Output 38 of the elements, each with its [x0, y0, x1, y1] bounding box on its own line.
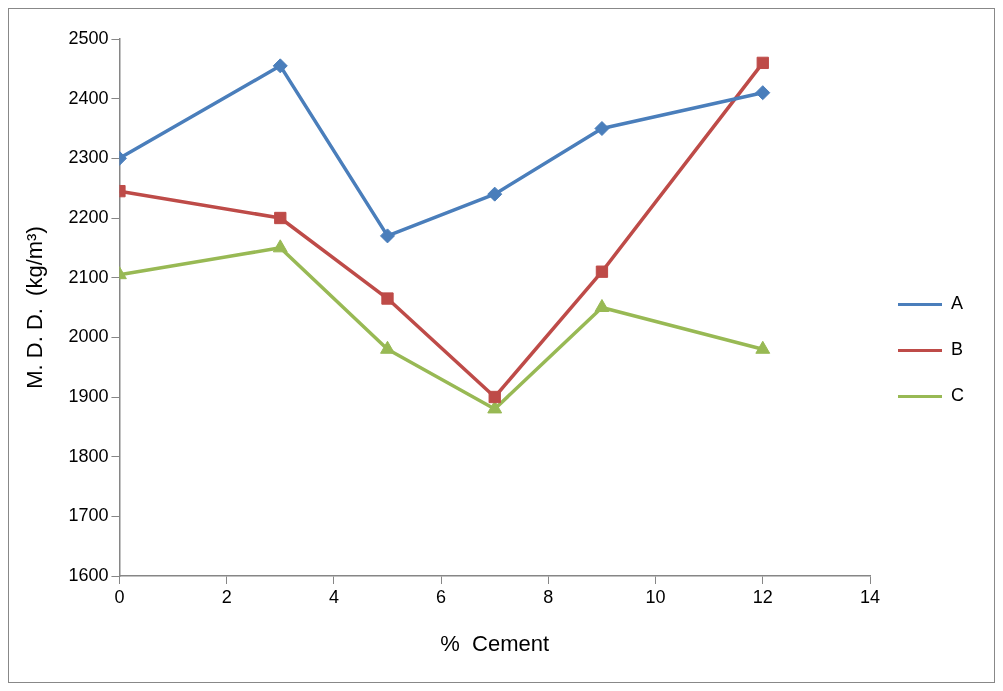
point [487, 186, 503, 202]
point [594, 121, 610, 136]
y-tick-label: 2100 [68, 266, 109, 287]
point [755, 340, 771, 354]
point [380, 228, 395, 244]
y-tick-label: 2300 [68, 147, 109, 168]
legend-label: B [951, 339, 964, 360]
x-tick-label: 6 [436, 586, 447, 607]
y-tick-label: 2400 [68, 87, 109, 108]
x-axis-title: % Cement [440, 630, 550, 656]
point [756, 56, 769, 70]
point [272, 58, 288, 74]
y-tick-label: 2000 [68, 326, 109, 347]
x-tick-label: 8 [543, 586, 554, 607]
point [380, 340, 395, 354]
point [488, 390, 501, 404]
point [755, 85, 771, 101]
point [594, 299, 610, 312]
x-tick-label: 0 [114, 586, 125, 607]
x-tick-label: 14 [859, 586, 881, 607]
point [487, 400, 503, 414]
legend-label: C [951, 385, 964, 406]
y-tick-label: 1600 [68, 564, 109, 585]
point [272, 239, 288, 253]
point [381, 292, 394, 305]
y-tick-label: 1800 [68, 445, 109, 466]
x-tick-label: 12 [752, 586, 773, 607]
x-tick-label: 2 [221, 586, 232, 607]
point [595, 265, 609, 278]
point [274, 211, 287, 225]
y-tick-label: 1700 [68, 505, 109, 526]
y-axis-title: M. D. D. (kg/m³) [22, 226, 48, 389]
y-tick-label: 2200 [68, 206, 109, 227]
y-tick-label: 1900 [68, 385, 109, 406]
x-tick-label: 4 [328, 586, 339, 607]
legend-label: A [951, 293, 964, 314]
y-tick-label: 2500 [68, 27, 109, 48]
x-tick-label: 10 [645, 586, 666, 607]
